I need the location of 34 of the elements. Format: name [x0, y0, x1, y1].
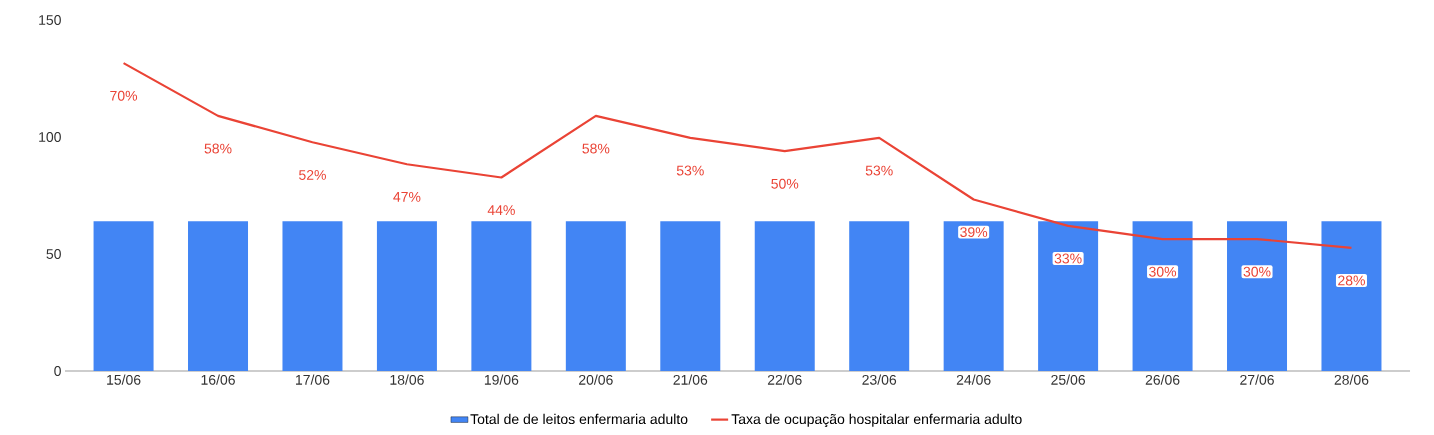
x-tick-label: 16/06 [201, 374, 235, 385]
x-tick-label: 18/06 [390, 374, 424, 385]
data-label: 39% [960, 227, 988, 238]
y-tick-label: 50 [46, 249, 61, 259]
legend-label: Taxa de ocupação hospitalar enfermaria adulto [731, 413, 1022, 427]
data-label: 52% [299, 169, 326, 180]
y-tick-label: 0 [54, 366, 61, 376]
x-tick-label: 20/06 [579, 374, 613, 385]
data-label: 53% [676, 165, 704, 176]
x-tick-label: 24/06 [956, 374, 991, 385]
legend-label: Total de de leitos enfermaria adulto [470, 413, 688, 425]
x-tick-label: 27/06 [1240, 374, 1274, 385]
data-label: 30% [1149, 266, 1177, 277]
data-label: 70% [110, 90, 138, 101]
data-label: 47% [393, 191, 421, 202]
data-label: 50% [771, 178, 799, 189]
data-label: 33% [1054, 253, 1082, 264]
x-tick-label: 23/06 [862, 374, 897, 385]
x-tick-label: 28/06 [1334, 374, 1369, 385]
x-tick-label: 17/06 [296, 374, 330, 385]
data-label: 58% [204, 143, 232, 154]
x-tick-label: 21/06 [673, 374, 708, 385]
y-tick-label: 150 [39, 15, 61, 25]
x-tick-label: 25/06 [1051, 374, 1085, 385]
y-tick-label: 100 [39, 132, 61, 142]
data-label: 28% [1338, 275, 1365, 286]
x-tick-label: 19/06 [484, 374, 519, 385]
data-label: 53% [865, 165, 893, 176]
data-label: 58% [582, 143, 610, 154]
x-tick-label: 15/06 [107, 374, 141, 385]
data-label: 44% [487, 205, 515, 215]
data-label: 30% [1243, 266, 1271, 277]
x-tick-label: 22/06 [767, 374, 802, 385]
x-tick-label: 26/06 [1145, 374, 1180, 385]
